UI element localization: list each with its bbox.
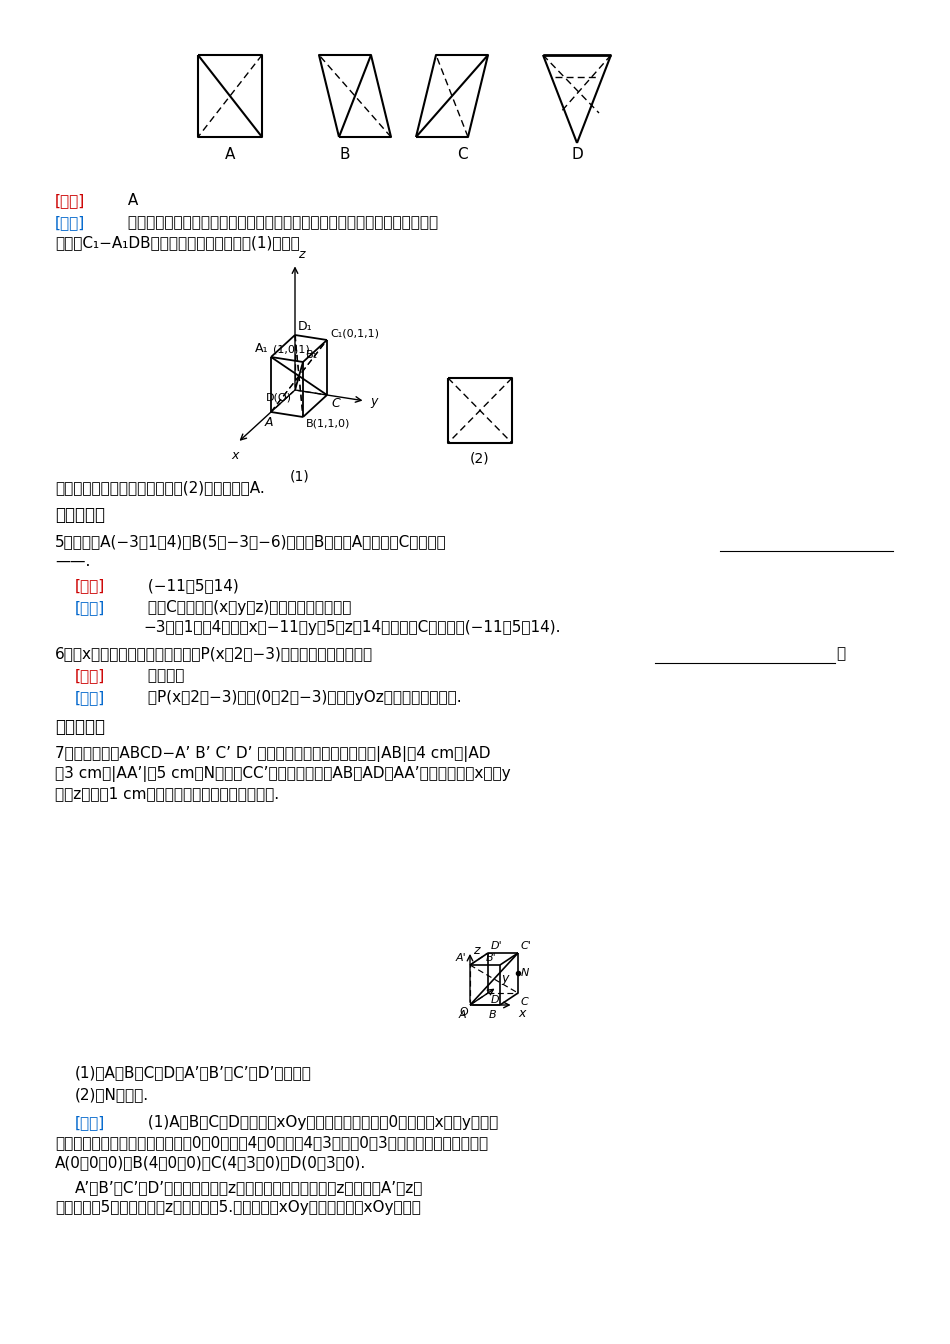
Text: −3，＝1，＝4，所以x＝−11，y＝5，z＝14，所以点C的坐标为(−11，5，14).: −3，＝1，＝4，所以x＝−11，y＝5，z＝14，所以点C的坐标为(−11，5… xyxy=(143,620,560,634)
Text: ＝3 cm，|AA’|＝5 cm，N是线段CC’的中点．分别以AB、AD、AA’所在的直线为x轴、y: ＝3 cm，|AA’|＝5 cm，N是线段CC’的中点．分别以AB、AD、AA’… xyxy=(55,766,511,782)
Text: (2): (2) xyxy=(470,452,490,466)
Text: A(0，0，0)、B(4，0，0)、C(4，3，0)、D(0，3，0).: A(0，0，0)、B(4，0，0)、C(4，3，0)、D(0，3，0). xyxy=(55,1154,367,1171)
Text: D: D xyxy=(491,995,500,1005)
Text: (1)A、B、C、D都在平面xOy内，点的竖坐标都为0，它们在x轴、y轴所组: (1)A、B、C、D都在平面xOy内，点的竖坐标都为0，它们在x轴、y轴所组 xyxy=(143,1116,498,1130)
Text: 设点C的坐标为(x，y，z)，由中点坐标公式得: 设点C的坐标为(x，y，z)，由中点坐标公式得 xyxy=(143,599,352,616)
Text: 可以看出正视图是正方形，如图(2)所示．故选A.: 可以看出正视图是正方形，如图(2)所示．故选A. xyxy=(55,480,265,495)
Text: C': C' xyxy=(521,941,532,952)
Text: x: x xyxy=(232,449,239,462)
Text: [解析]: [解析] xyxy=(75,1116,105,1130)
Text: B': B' xyxy=(485,953,496,964)
Text: B(1,1,0): B(1,1,0) xyxy=(306,419,351,429)
Text: z: z xyxy=(473,945,480,957)
Text: 四面体C₁−A₁DB，标出各个点的坐标如图(1)所示，: 四面体C₁−A₁DB，标出各个点的坐标如图(1)所示， xyxy=(55,235,300,250)
Text: D: D xyxy=(571,146,583,163)
Text: x: x xyxy=(519,1007,526,1020)
Text: ．: ． xyxy=(836,646,846,661)
Text: 7．设有长方体ABCD−A’ B’ C’ D’ 如图所示，长、宽、高分别为|AB|＝4 cm，|AD: 7．设有长方体ABCD−A’ B’ C’ D’ 如图所示，长、宽、高分别为|AB… xyxy=(55,746,490,762)
Text: 5．已知点A(−3，1，4)、B(5，−3，−6)，则点B关于点A的对称点C的坐标为: 5．已知点A(−3，1，4)、B(5，−3，−6)，则点B关于点A的对称点C的坐… xyxy=(55,534,446,548)
Text: A': A' xyxy=(455,953,466,964)
Text: (1): (1) xyxy=(290,470,310,484)
Text: 结合已知条件画出图形，然后按照要求作出正视图．根据已知条件作出图形：: 结合已知条件画出图形，然后按照要求作出正视图．根据已知条件作出图形： xyxy=(123,215,438,230)
Text: A: A xyxy=(265,417,274,429)
Text: [解析]: [解析] xyxy=(75,689,105,706)
Text: A’、B’、C’、D’同在一个垂直于z轴的平面内，这个平面与z轴的交点A’在z轴: A’、B’、C’、D’同在一个垂直于z轴的平面内，这个平面与z轴的交点A’在z轴 xyxy=(75,1180,424,1195)
Text: 一条直线: 一条直线 xyxy=(143,668,184,683)
Text: O: O xyxy=(459,1007,468,1017)
Text: B: B xyxy=(488,1009,496,1020)
Text: 点P(x，2，−3)在过(0，2，−3)点且与yOz平面垂直的直线上.: 点P(x，2，−3)在过(0，2，−3)点且与yOz平面垂直的直线上. xyxy=(143,689,462,706)
Text: C₁(0,1,1): C₁(0,1,1) xyxy=(330,328,379,337)
Text: (−11，5，14): (−11，5，14) xyxy=(143,578,238,593)
Text: D₁: D₁ xyxy=(298,320,313,333)
Text: B₁: B₁ xyxy=(306,349,318,360)
Text: [答案]: [答案] xyxy=(75,668,105,683)
Text: 轴、z轴，以1 cm为单位长，建立空间直角坐标系.: 轴、z轴，以1 cm为单位长，建立空间直角坐标系. xyxy=(55,786,279,801)
Text: C: C xyxy=(521,997,529,1007)
Text: y: y xyxy=(370,395,378,407)
Text: D(O): D(O) xyxy=(266,392,292,402)
Text: (1)求A、B、C、D、A’、B’、C’、D’的坐标；: (1)求A、B、C、D、A’、B’、C’、D’的坐标； xyxy=(75,1064,312,1081)
Text: C: C xyxy=(457,146,467,163)
Text: A₁: A₁ xyxy=(255,341,268,355)
Text: [答案]: [答案] xyxy=(75,578,105,593)
Text: C: C xyxy=(331,396,340,410)
Text: A: A xyxy=(123,194,139,208)
Text: 成的直角坐标系中的坐标分别是（0，0）、（4，0）、（4，3）、（0，3），因此空间坐标分别是: 成的直角坐标系中的坐标分别是（0，0）、（4，0）、（4，3）、（0，3），因此… xyxy=(55,1134,488,1150)
Text: 三、解答题: 三、解答题 xyxy=(55,718,105,737)
Text: ——.: ——. xyxy=(55,554,90,569)
Text: 二、填空题: 二、填空题 xyxy=(55,505,105,524)
Text: A: A xyxy=(225,146,236,163)
Text: B: B xyxy=(340,146,351,163)
Text: 6．设x为任意实数，相应的所有点P(x，2，−3)的集合所表示的轨迹为: 6．设x为任意实数，相应的所有点P(x，2，−3)的集合所表示的轨迹为 xyxy=(55,646,373,661)
Text: z: z xyxy=(298,249,305,262)
Text: [答案]: [答案] xyxy=(55,194,86,208)
Text: A: A xyxy=(458,1009,466,1020)
Text: y: y xyxy=(501,972,508,985)
Text: [解析]: [解析] xyxy=(55,215,86,230)
Text: (2)求N的坐标.: (2)求N的坐标. xyxy=(75,1087,149,1102)
Text: D': D' xyxy=(491,941,503,952)
Text: N: N xyxy=(521,968,529,978)
Text: [解析]: [解析] xyxy=(75,599,105,616)
Text: (1,0,1): (1,0,1) xyxy=(273,345,310,355)
Text: 上的坐标是5，故这四点的z的坐标都是5.从这四点作xOy平面的垂线交xOy平面于: 上的坐标是5，故这四点的z的坐标都是5.从这四点作xOy平面的垂线交xOy平面于 xyxy=(55,1200,421,1215)
